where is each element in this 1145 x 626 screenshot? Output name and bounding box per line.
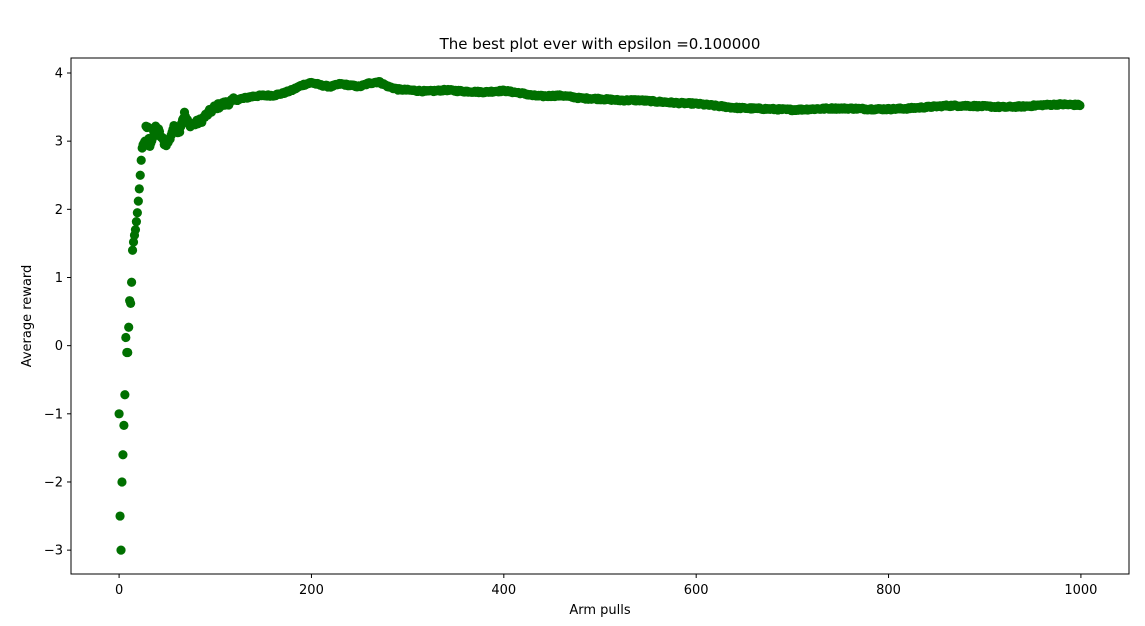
data-point bbox=[131, 216, 142, 227]
chart-title: The best plot ever with epsilon =0.10000… bbox=[439, 35, 761, 53]
y-tick-label: 2 bbox=[55, 203, 63, 218]
x-tick-label: 1000 bbox=[1064, 583, 1097, 598]
data-point bbox=[132, 208, 142, 218]
y-tick-label: 1 bbox=[55, 271, 63, 286]
y-tick-label: −2 bbox=[44, 475, 63, 490]
data-point bbox=[119, 420, 129, 431]
y-tick-label: 0 bbox=[55, 339, 63, 354]
x-tick-label: 200 bbox=[299, 583, 324, 598]
y-tick-label: 4 bbox=[55, 66, 63, 81]
y-axis-ticks: −3 −2 −1 0 1 2 3 4 bbox=[44, 66, 71, 559]
data-point bbox=[136, 155, 146, 165]
data-point bbox=[116, 545, 126, 555]
x-tick-label: 600 bbox=[684, 583, 709, 598]
data-point bbox=[121, 332, 131, 343]
data-point bbox=[123, 347, 133, 358]
y-tick-label: −1 bbox=[44, 407, 63, 422]
y-axis-label: Average reward bbox=[20, 265, 35, 368]
plot-area-frame bbox=[70, 57, 1130, 575]
data-point bbox=[128, 237, 139, 247]
data-point bbox=[135, 170, 145, 180]
x-tick-label: 800 bbox=[876, 583, 901, 598]
x-tick-label: 400 bbox=[491, 583, 516, 598]
data-point bbox=[127, 245, 138, 255]
data-point bbox=[133, 196, 143, 206]
y-tick-label: −3 bbox=[44, 544, 63, 559]
data-point bbox=[134, 184, 144, 194]
y-tick-label: 3 bbox=[55, 135, 63, 150]
data-point bbox=[126, 277, 137, 287]
data-point bbox=[126, 298, 136, 308]
data-point bbox=[1075, 100, 1085, 111]
data-point bbox=[130, 225, 141, 235]
x-axis-ticks: 0 200 400 600 800 1000 bbox=[115, 574, 1097, 598]
data-point bbox=[117, 477, 127, 487]
data-point bbox=[115, 511, 125, 521]
data-point bbox=[118, 450, 128, 460]
data-point bbox=[114, 409, 124, 419]
data-point bbox=[124, 322, 134, 332]
x-axis-label: Arm pulls bbox=[569, 603, 631, 618]
data-point bbox=[120, 390, 130, 400]
data-points bbox=[114, 77, 1085, 555]
x-tick-label: 0 bbox=[115, 583, 123, 598]
